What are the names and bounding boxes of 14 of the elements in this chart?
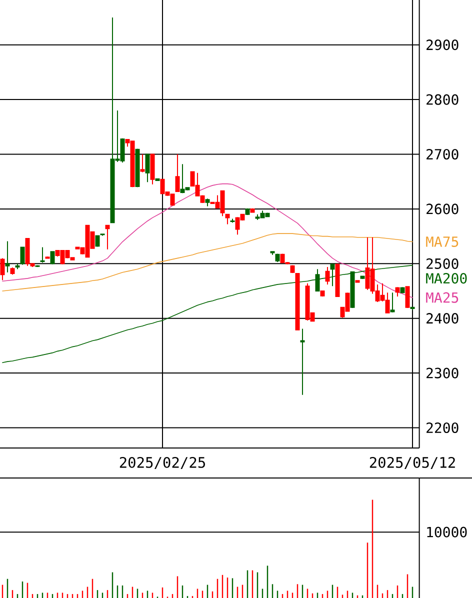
x-tick-label: 2025/02/25 (120, 456, 205, 470)
series-label: MA75 (426, 236, 458, 247)
y-tick-label: 2600 (426, 204, 458, 214)
y-tick-label: 10000 (427, 526, 467, 538)
x-tick-label: 2025/05/12 (370, 456, 455, 470)
y-tick-label: 2300 (426, 368, 458, 378)
y-tick-label: 2500 (426, 258, 458, 269)
y-tick-label: 2400 (426, 313, 458, 324)
y-tick-label: 2800 (426, 94, 458, 105)
series-label: MA200 (426, 273, 467, 284)
y-tick-label: 2700 (426, 148, 458, 160)
series-label: MA25 (426, 292, 458, 303)
y-tick-label: 2200 (426, 422, 458, 434)
y-tick-label: 2900 (426, 40, 458, 50)
